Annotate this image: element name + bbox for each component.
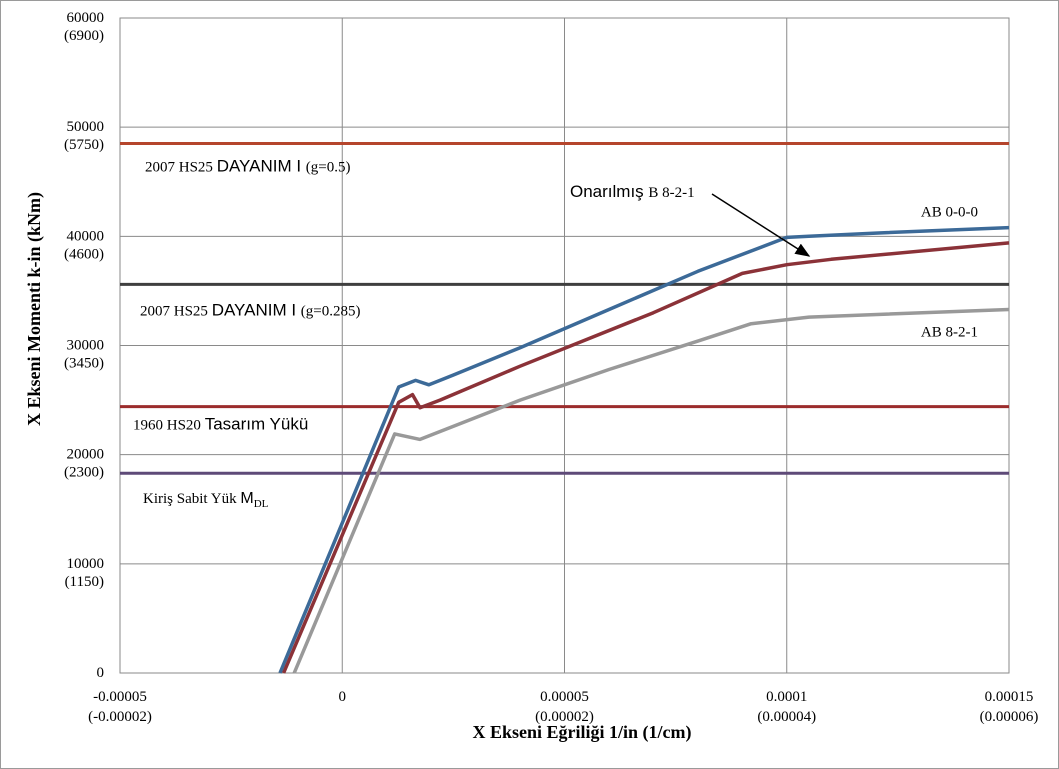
reference-label-part: (g=0.5) [306,160,351,176]
reference-line-label: 2007 HS25 DAYANIM I (g=0.285) [140,300,361,319]
reference-label-part: (g=0.285) [301,303,361,319]
reference-label-part: Tasarım Yükü [205,415,309,434]
y-tick-label: 0 [97,665,105,681]
tick-labels-layer: -0.00005 (-0.00002) 0 0.00005 (0.00002) 0.000… [64,10,1038,725]
series-label-ab-8-2-1: AB 8-2-1 [921,324,978,340]
x-tick-label: -0.00005 [93,689,147,705]
reference-label-part: DAYANIM I [212,300,301,319]
series-layer [278,225,1010,674]
annotations-layer: 2007 HS25 DAYANIM I (g=0.5)2007 HS25 DAY… [133,157,978,511]
reference-label-part: 2007 HS25 [140,303,212,319]
x-axis-title: X Ekseni Eğriliği 1/in (1/cm) [472,722,691,743]
y-tick-sublabel: (4600) [64,246,104,262]
reference-label-part: M [240,490,253,507]
y-tick-sublabel: (1150) [65,574,104,590]
grid-layer [119,17,1010,674]
series-label-part: Onarılmış [570,182,648,201]
x-tick-label: 0.0001 [766,689,807,705]
x-tick-label: 0 [339,689,347,705]
x-tick-sublabel: (0.00004) [757,709,816,725]
y-tick-sublabel: (6900) [64,28,104,44]
series-line [292,307,1010,674]
reference-label-part: 2007 HS25 [145,160,217,176]
series-line [281,241,1010,674]
y-tick-label: 10000 [67,556,105,572]
series-line [278,225,1010,674]
annotation-arrow [711,193,811,257]
reference-label-part: 1960 HS20 [133,418,205,434]
y-tick-label: 50000 [67,119,105,135]
y-tick-label: 40000 [67,228,105,244]
reference-label-part: Kiriş Sabit Yük [143,491,240,507]
x-tick-label: 0.00005 [540,689,589,705]
y-tick-sublabel: (2300) [64,465,104,481]
x-tick-sublabel: (-0.00002) [88,709,152,725]
reference-line-label: Kiriş Sabit Yük MDL [143,490,269,510]
reference-label-part: DAYANIM I [217,157,306,176]
y-tick-label: 60000 [67,10,105,26]
x-tick-label: 0.00015 [985,689,1034,705]
reference-label-subscript: DL [254,498,269,510]
reference-lines-layer [120,142,1009,475]
reference-line-label: 1960 HS20 Tasarım Yükü [133,415,308,434]
y-tick-sublabel: (5750) [64,137,104,153]
reference-line-label: 2007 HS25 DAYANIM I (g=0.5) [145,157,351,176]
y-tick-sublabel: (3450) [64,356,104,372]
series-label-ab-0-0-0: AB 0-0-0 [921,205,978,221]
series-label-onarilmis: Onarılmış B 8-2-1 [570,182,695,201]
y-axis-title: X Ekseni Momenti k-in (kNm) [24,192,45,426]
series-label-part: B 8-2-1 [648,185,694,201]
y-tick-label: 30000 [67,338,105,354]
x-tick-sublabel: (0.00006) [980,709,1039,725]
x-tick-sublabel: (0.00002) [535,709,594,725]
y-tick-label: 20000 [67,447,105,463]
